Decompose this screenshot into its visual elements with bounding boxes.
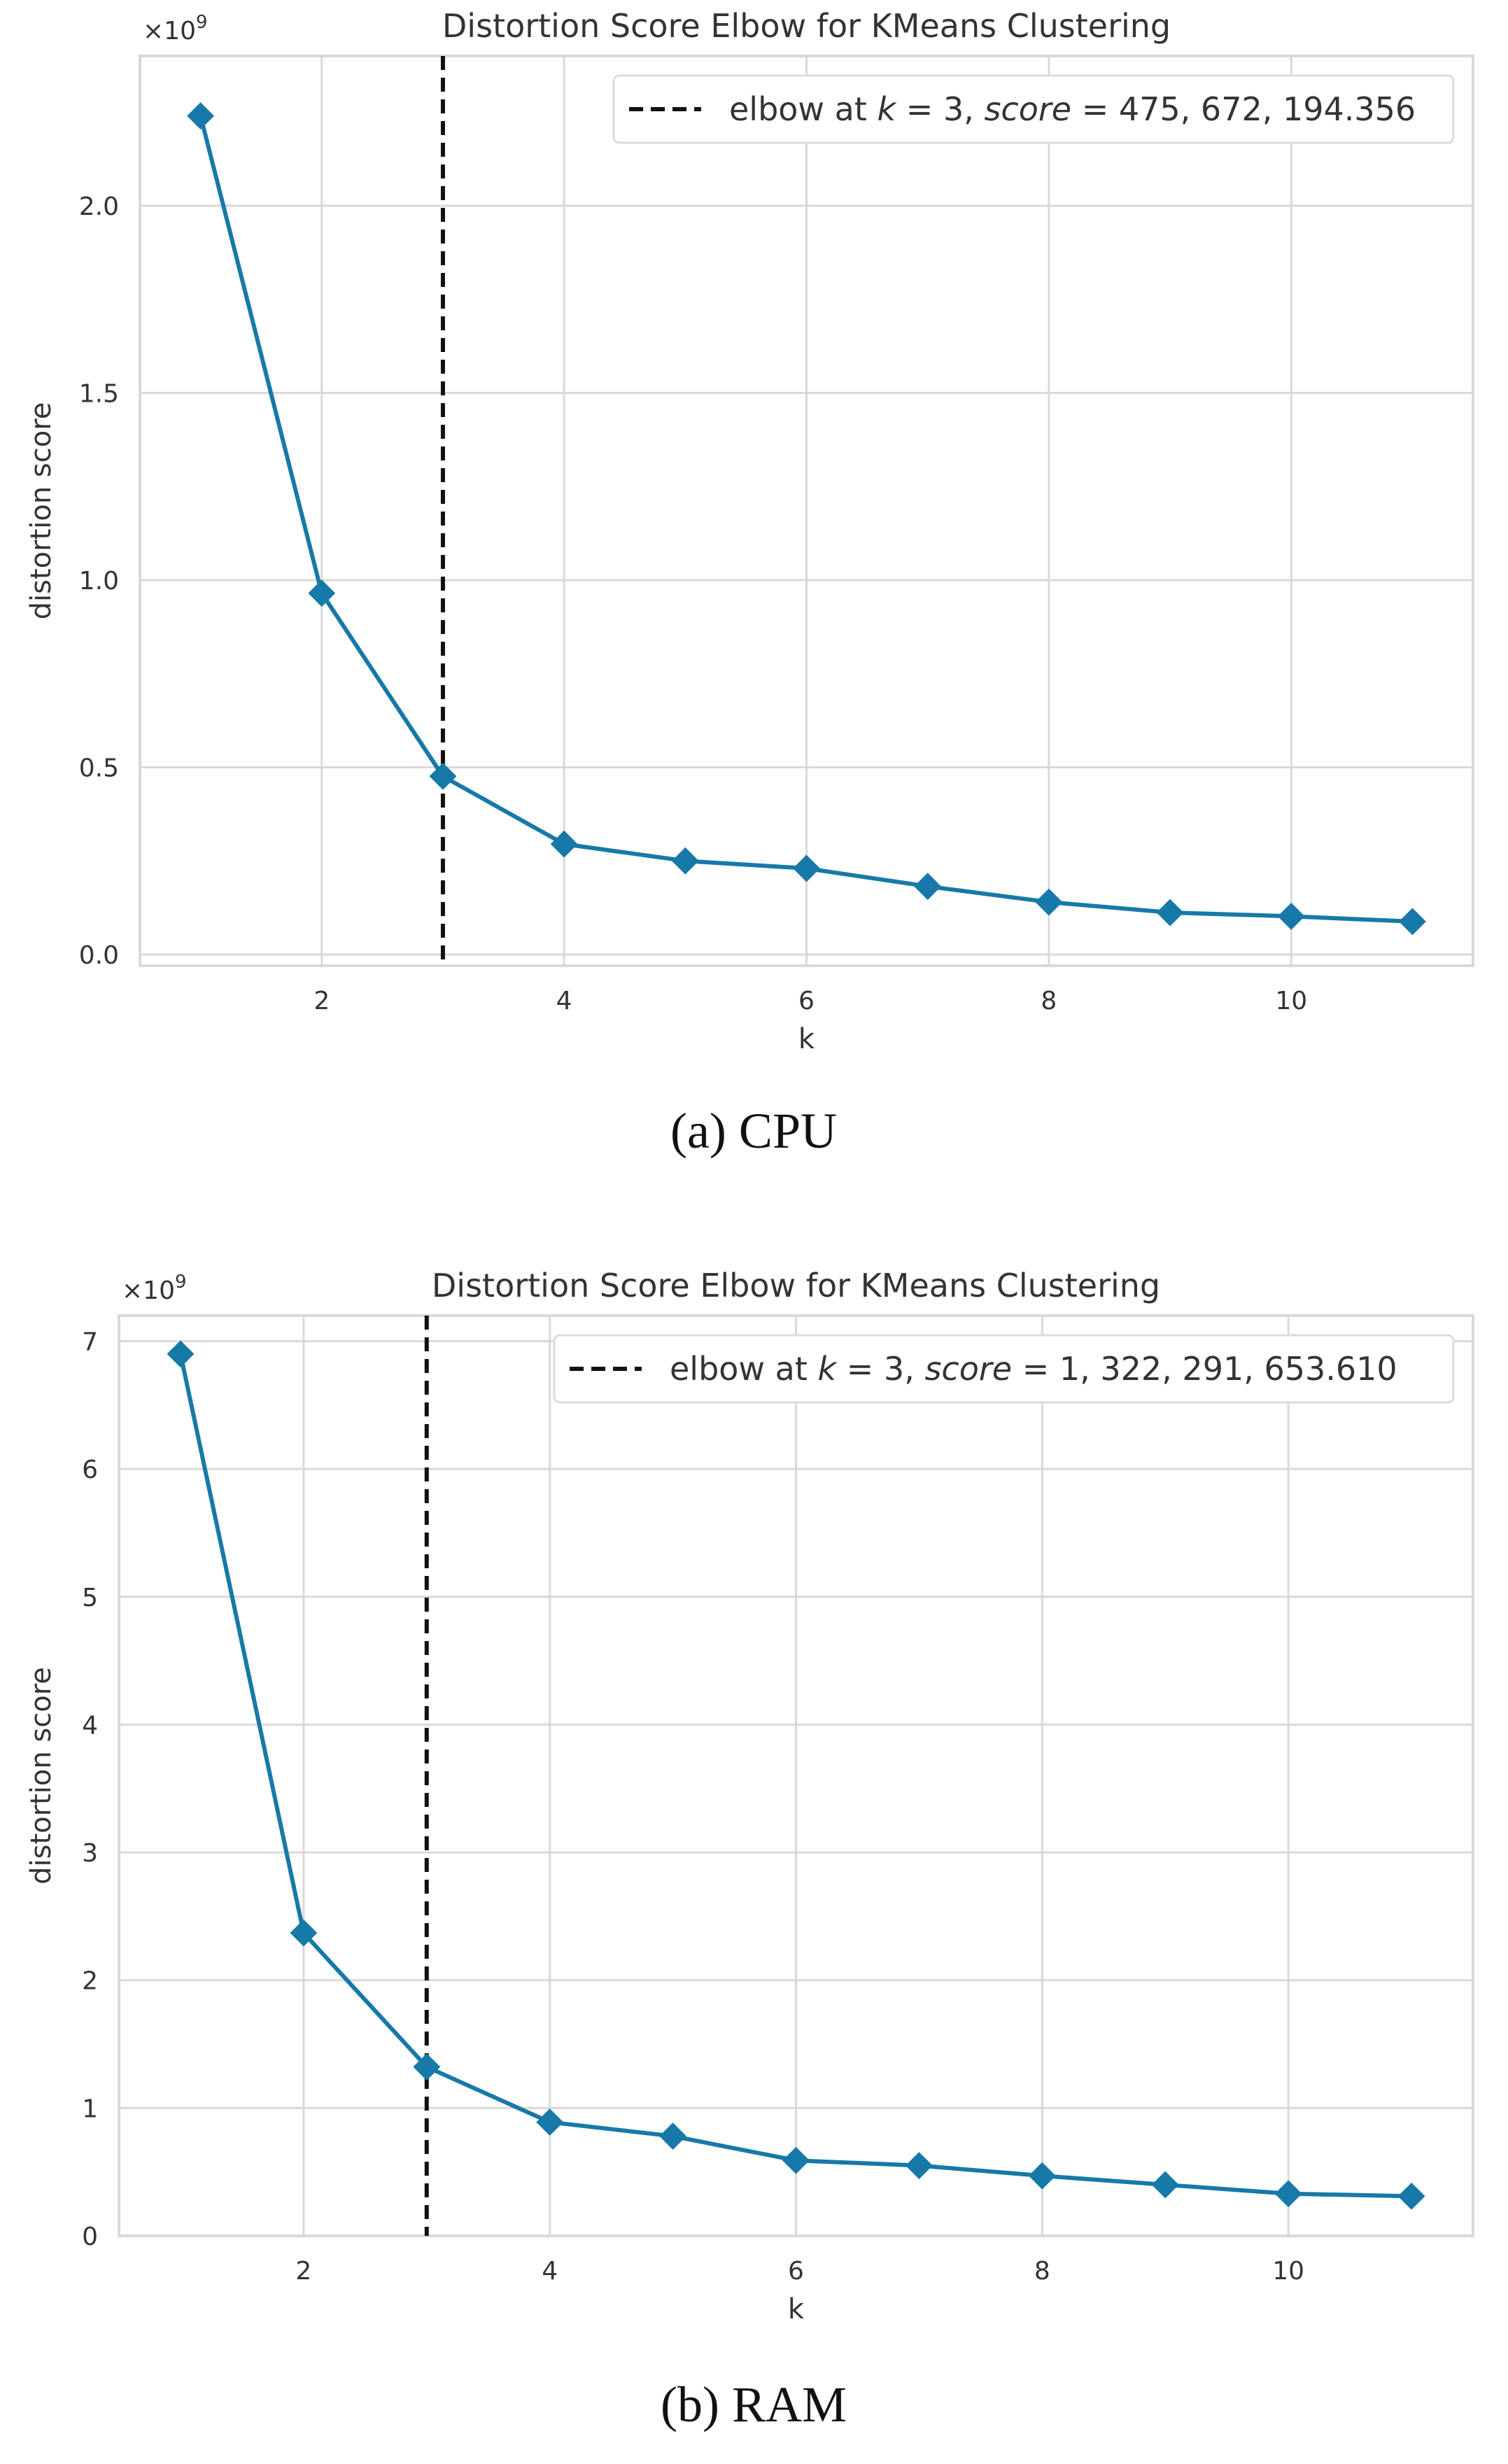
y-tick-label: 1 bbox=[82, 2095, 98, 2123]
panel-caption: (a) CPU bbox=[670, 1103, 837, 1159]
y-tick-label: 2 bbox=[82, 1967, 98, 1996]
y-tick-label: 2.0 bbox=[79, 192, 119, 221]
x-axis-label: k bbox=[798, 1023, 815, 1055]
data-point-k1 bbox=[187, 102, 215, 130]
legend-score: score bbox=[924, 1350, 1012, 1388]
chart-panel-2: 2 4 6 8 10 0 1 2 3 4 5 6 7 ×109 Distortion Score Elbow… bbox=[25, 1267, 1474, 2433]
data-point-k10 bbox=[1274, 2180, 1302, 2208]
legend-label: elbow at k = 3, score = 1, 322, 291, 653… bbox=[670, 1350, 1397, 1388]
y-scale-label: ×109 bbox=[122, 1272, 187, 1305]
y-tick-label: 6 bbox=[82, 1456, 98, 1484]
data-point-k6 bbox=[782, 2146, 810, 2174]
y-tick-label: 4 bbox=[82, 1711, 98, 1740]
data-point-k3 bbox=[429, 762, 457, 790]
data-point-k7 bbox=[905, 2152, 933, 2179]
x-tick-label: 8 bbox=[1034, 2257, 1050, 2286]
data-point-k7 bbox=[914, 873, 942, 900]
data-point-k10 bbox=[1277, 902, 1305, 930]
x-tick-label: 4 bbox=[556, 987, 572, 1015]
data-point-k6 bbox=[793, 854, 820, 882]
x-tick-label: 10 bbox=[1275, 987, 1307, 1015]
legend-box bbox=[612, 74, 1455, 144]
legend-k-value: = 3, bbox=[896, 90, 984, 128]
legend: elbow at k = 3, score = 1, 322, 291, 653… bbox=[553, 1334, 1455, 1404]
y-tick-label: 3 bbox=[82, 1839, 98, 1868]
legend-box bbox=[553, 1334, 1455, 1404]
caption-text: RAM bbox=[719, 2377, 847, 2433]
y-scale-base: ×10 bbox=[122, 1276, 175, 1305]
y-tick-label: 7 bbox=[82, 1328, 98, 1357]
legend-prefix: elbow at bbox=[729, 90, 878, 128]
x-tick-label: 8 bbox=[1041, 987, 1057, 1015]
legend: elbow at k = 3, score = 475, 672, 194.35… bbox=[612, 74, 1455, 144]
caption-letter: (a) bbox=[670, 1103, 726, 1159]
data-point-k3 bbox=[413, 2053, 441, 2081]
y-scale-label: ×109 bbox=[143, 12, 208, 45]
legend-score: score bbox=[984, 90, 1071, 128]
legend-score-value: = 1, 322, 291, 653.610 bbox=[1012, 1350, 1397, 1388]
data-point-k2 bbox=[290, 1919, 318, 1947]
data-point-k9 bbox=[1151, 2171, 1179, 2199]
y-axis-label: distortion score bbox=[25, 402, 57, 620]
chart-title: Distortion Score Elbow for KMeans Cluste… bbox=[442, 7, 1171, 45]
data-point-k11 bbox=[1397, 2182, 1425, 2210]
x-tick-label: 10 bbox=[1272, 2257, 1304, 2286]
y-scale-exponent: 9 bbox=[175, 1272, 187, 1293]
x-tick-label: 4 bbox=[542, 2257, 558, 2286]
legend-prefix: elbow at bbox=[670, 1350, 818, 1388]
panel-caption: (b) RAM bbox=[661, 2377, 847, 2433]
data-point-k2 bbox=[308, 579, 336, 607]
y-axis-label: distortion score bbox=[25, 1667, 57, 1885]
x-tick-label: 2 bbox=[313, 987, 330, 1015]
y-tick-label: 1.0 bbox=[79, 567, 119, 596]
caption-letter: (b) bbox=[661, 2377, 719, 2433]
x-axis-label: k bbox=[788, 2293, 805, 2325]
y-tick-label: 0.5 bbox=[79, 754, 119, 782]
x-tick-label: 6 bbox=[788, 2257, 804, 2286]
y-tick-label: 0.0 bbox=[79, 941, 119, 970]
legend-k-value: = 3, bbox=[836, 1350, 924, 1388]
legend-k: k bbox=[818, 1350, 838, 1388]
data-point-k5 bbox=[659, 2122, 687, 2150]
x-tick-label: 6 bbox=[798, 987, 815, 1015]
plot-frame bbox=[139, 55, 1474, 967]
data-point-k1 bbox=[167, 1340, 195, 1368]
chart-panel-1: 2 4 6 8 10 0.0 0.5 1.0 1.5 2.0 ×109 Distortion Scor… bbox=[25, 7, 1474, 1159]
y-tick-label: 5 bbox=[82, 1584, 98, 1612]
chart-title: Distortion Score Elbow for KMeans Cluste… bbox=[432, 1267, 1160, 1304]
plot-frame bbox=[118, 1314, 1474, 2237]
y-scale-exponent: 9 bbox=[196, 12, 208, 33]
data-point-k8 bbox=[1028, 2162, 1056, 2190]
y-scale-base: ×10 bbox=[143, 17, 196, 45]
data-point-k8 bbox=[1035, 888, 1063, 916]
y-tick-label: 0 bbox=[82, 2223, 98, 2251]
legend-label: elbow at k = 3, score = 475, 672, 194.35… bbox=[729, 90, 1416, 128]
legend-score-value: = 475, 672, 194.356 bbox=[1071, 90, 1416, 128]
caption-text: CPU bbox=[726, 1103, 837, 1159]
data-point-k11 bbox=[1398, 908, 1426, 936]
data-point-k9 bbox=[1156, 899, 1184, 927]
legend-k: k bbox=[878, 90, 898, 128]
data-point-k5 bbox=[671, 847, 699, 875]
data-point-k4 bbox=[536, 2109, 564, 2136]
data-point-k4 bbox=[550, 830, 578, 858]
x-tick-label: 2 bbox=[295, 2257, 311, 2286]
y-tick-label: 1.5 bbox=[79, 379, 119, 408]
